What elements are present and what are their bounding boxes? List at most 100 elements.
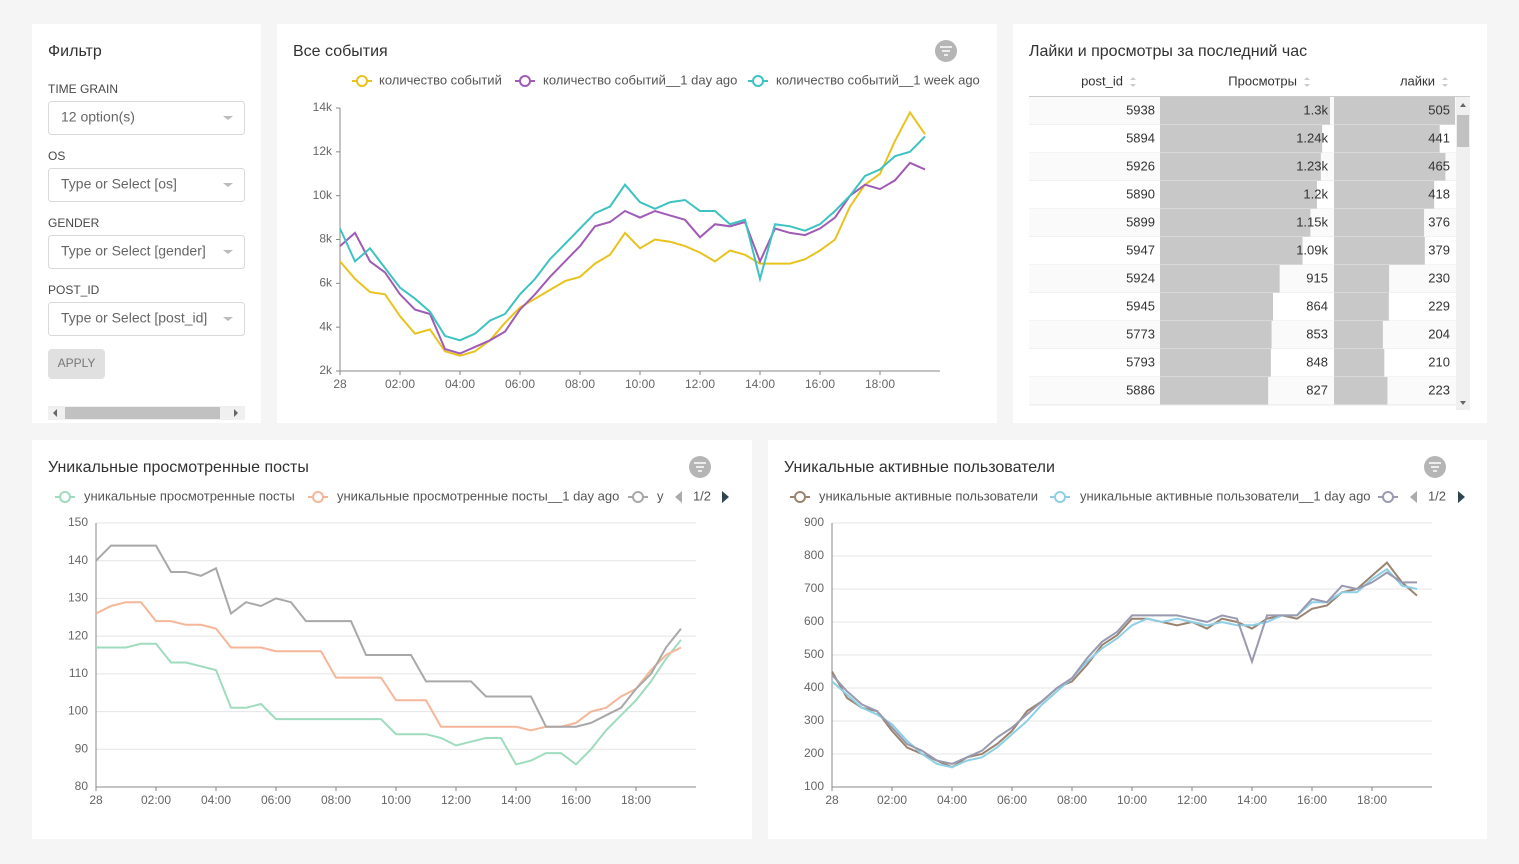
x-tick-label: 18:00: [865, 377, 895, 391]
legend-next[interactable]: [1458, 491, 1465, 503]
chart-title: Все события: [293, 43, 388, 60]
y-tick-label: 80: [75, 779, 89, 793]
legend-marker[interactable]: [519, 75, 531, 87]
y-tick-label: 110: [69, 666, 88, 680]
views-bar: [1160, 377, 1269, 405]
series-line: [831, 571, 1417, 765]
cell: 441: [1428, 130, 1450, 145]
x-tick-label: 28: [333, 377, 347, 391]
legend-marker[interactable]: [356, 75, 368, 87]
x-tick-label: 04:00: [445, 377, 475, 391]
y-tick-label: 2k: [319, 363, 333, 377]
cell: 1.15k: [1296, 214, 1328, 229]
legend-marker[interactable]: [794, 491, 806, 503]
y-tick-label: 10k: [313, 188, 333, 202]
likes-bar: [1334, 209, 1425, 237]
x-tick-label: 14:00: [1237, 793, 1267, 807]
legend-marker[interactable]: [59, 491, 71, 503]
legend-label[interactable]: уникальные просмотренные посты: [84, 488, 295, 503]
cell: 204: [1428, 326, 1450, 341]
chart-panel: [277, 24, 997, 423]
x-tick-label: 02:00: [385, 377, 415, 391]
legend-marker[interactable]: [632, 491, 644, 503]
select-arrow: [223, 317, 233, 321]
cell: 230: [1428, 270, 1450, 285]
legend-marker[interactable]: [1054, 491, 1066, 503]
x-tick-label: 12:00: [441, 793, 471, 807]
apply-label: APPLY: [58, 356, 96, 370]
x-tick-label: 14:00: [501, 793, 531, 807]
y-tick-label: 8k: [319, 232, 333, 246]
legend-next[interactable]: [722, 491, 729, 503]
legend-label[interactable]: количество событий: [379, 72, 502, 87]
x-tick-label: 06:00: [505, 377, 535, 391]
sort-icon[interactable]: [1130, 77, 1136, 87]
cell: 1.2k: [1303, 186, 1328, 201]
likes-bar: [1334, 97, 1455, 125]
x-tick-label: 28: [89, 793, 103, 807]
filter-title: Фильтр: [48, 43, 102, 60]
cell: 848: [1306, 354, 1328, 369]
legend-prev[interactable]: [675, 491, 682, 503]
y-tick-label: 140: [68, 553, 88, 567]
y-tick-label: 300: [804, 713, 824, 727]
cell: 5793: [1126, 354, 1155, 369]
select-box[interactable]: [48, 302, 245, 336]
select-box[interactable]: [48, 168, 245, 202]
likes-bar: [1334, 377, 1388, 405]
legend-label[interactable]: уникальные активные пользователи__1 day …: [1080, 488, 1371, 503]
cell: 5773: [1126, 326, 1155, 341]
sort-icon[interactable]: [1442, 77, 1448, 87]
select-box[interactable]: [48, 101, 245, 135]
likes-bar: [1334, 237, 1425, 265]
x-tick-label: 28: [825, 793, 839, 807]
y-tick-label: 130: [68, 591, 88, 605]
y-tick-label: 700: [804, 581, 824, 595]
legend-marker[interactable]: [1382, 491, 1394, 503]
cell: 915: [1306, 270, 1328, 285]
cell: 5894: [1126, 130, 1155, 145]
filter-icon-lines: [940, 46, 952, 56]
legend-marker[interactable]: [312, 491, 324, 503]
legend-label[interactable]: количество событий__1 day ago: [543, 72, 737, 87]
likes-bar: [1334, 125, 1440, 153]
legend-label[interactable]: у: [657, 488, 664, 503]
x-tick-label: 10:00: [1117, 793, 1147, 807]
y-tick-label: 600: [804, 614, 824, 628]
select-arrow: [223, 183, 233, 187]
legend-label[interactable]: количество событий__1 week ago: [776, 72, 980, 87]
cell: 5947: [1126, 242, 1155, 257]
likes-bar: [1334, 293, 1389, 321]
views-bar: [1160, 97, 1330, 125]
scroll-thumb[interactable]: [65, 407, 220, 419]
legend-label[interactable]: уникальные просмотренные посты__1 day ag…: [337, 488, 619, 503]
legend-prev[interactable]: [1410, 491, 1417, 503]
likes-bar: [1334, 181, 1435, 209]
likes-bar: [1334, 265, 1390, 293]
y-tick-label: 4k: [319, 319, 333, 333]
legend-label[interactable]: уникальные активные пользователи: [819, 488, 1038, 503]
views-bar: [1160, 125, 1323, 153]
select-box[interactable]: [48, 235, 245, 269]
x-tick-label: 12:00: [1177, 793, 1207, 807]
y-tick-label: 200: [804, 746, 824, 760]
cell: 5926: [1126, 158, 1155, 173]
y-tick-label: 120: [68, 628, 88, 642]
apply-button[interactable]: [48, 349, 105, 379]
table-scroll-thumb[interactable]: [1457, 115, 1469, 147]
filter-icon-lines: [1429, 462, 1441, 472]
sort-icon[interactable]: [1304, 77, 1310, 87]
x-tick-label: 14:00: [745, 377, 775, 391]
cell: 229: [1428, 298, 1450, 313]
column-header: Просмотры: [1228, 73, 1297, 88]
cell: 379: [1428, 242, 1450, 257]
legend-marker[interactable]: [752, 75, 764, 87]
select-placeholder: 12 option(s): [61, 109, 135, 125]
likes-bar: [1334, 349, 1385, 377]
chart-title: Уникальные активные пользователи: [784, 459, 1055, 476]
series-line: [339, 135, 926, 342]
views-bar: [1160, 349, 1271, 377]
x-tick-label: 08:00: [565, 377, 595, 391]
table-scrollbar[interactable]: [1456, 97, 1470, 410]
